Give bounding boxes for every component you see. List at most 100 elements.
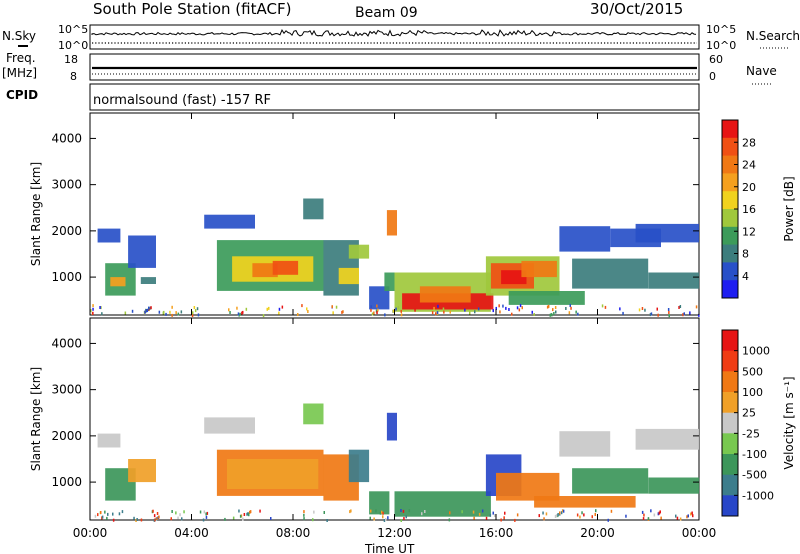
power-speckle xyxy=(384,313,386,317)
power-speckle xyxy=(191,314,194,317)
velocity-speckle xyxy=(405,515,407,519)
velocity-speckle xyxy=(303,513,305,517)
power-speckle xyxy=(177,312,180,316)
velocity-speckle xyxy=(181,517,183,521)
power-speckle xyxy=(307,310,309,313)
velocity-speckle xyxy=(555,514,558,518)
power-speckle xyxy=(377,308,379,312)
power-speckle xyxy=(124,311,127,315)
power-speckle xyxy=(163,310,165,314)
velocity-speckle xyxy=(543,517,545,521)
power-speckle xyxy=(570,306,572,310)
velocity-speckle xyxy=(583,513,585,517)
power-speckle xyxy=(165,312,167,316)
colorbar-swatch xyxy=(722,371,738,393)
power-speckle xyxy=(229,311,231,314)
power-panel: 1000 2000 3000 4000 Slant Range [km] 4 8 12 16 20… xyxy=(29,112,796,318)
power-speckle xyxy=(565,307,567,310)
colorbar-swatch xyxy=(722,474,738,496)
power-speckle xyxy=(644,308,646,312)
colorbar-tick-label: 12 xyxy=(742,225,756,238)
power-speckle xyxy=(242,310,244,314)
power-speckle xyxy=(682,313,684,317)
colorbar-tick-label: 20 xyxy=(742,181,756,194)
velocity-echo-region xyxy=(369,491,390,515)
velocity-speckle xyxy=(691,511,693,515)
velocity-speckle xyxy=(658,511,661,515)
colorbar-tick-label: 8 xyxy=(742,248,749,261)
velocity-speckle xyxy=(156,517,158,520)
power-speckle xyxy=(262,314,265,318)
colorbar-tick-label: -1000 xyxy=(742,489,774,502)
velocity-speckle xyxy=(676,516,679,520)
power-speckle xyxy=(241,311,243,315)
y-tick-label: 3000 xyxy=(51,178,82,192)
cpid-text: normalsound (fast) -157 RF xyxy=(93,93,271,108)
colorbar-tick-label: 16 xyxy=(742,203,756,216)
freq-unit-label: [MHz] xyxy=(2,66,37,80)
power-speckle xyxy=(433,306,435,310)
power-speckle xyxy=(278,311,280,315)
power-speckle xyxy=(499,310,501,314)
power-speckle xyxy=(99,306,101,309)
velocity-speckle xyxy=(136,518,138,521)
nave-axis-top: 60 xyxy=(709,53,723,66)
x-tick-label: 00:00 xyxy=(682,526,717,540)
velocity-speckle xyxy=(478,512,481,516)
colorbar-swatch xyxy=(722,244,738,263)
velocity-speckle xyxy=(692,514,694,518)
velocity-speckle xyxy=(100,511,102,514)
velocity-speckle xyxy=(94,514,97,518)
colorbar-frame xyxy=(721,329,739,517)
velocity-speckle xyxy=(242,517,244,521)
power-echo-region xyxy=(204,214,255,229)
y-tick-label: 2000 xyxy=(51,224,82,238)
velocity-speckle xyxy=(135,519,137,522)
power-speckle xyxy=(431,311,434,315)
power-speckle xyxy=(100,306,102,310)
freq-label: Freq. xyxy=(6,51,36,65)
velocity-speckle xyxy=(175,511,177,515)
power-speckle xyxy=(437,304,439,308)
colorbar-tick-label: 100 xyxy=(742,386,763,399)
sky-axis-top: 10^5 xyxy=(58,23,88,36)
x-tick-label: 12:00 xyxy=(377,526,412,540)
velocity-speckle xyxy=(402,509,405,513)
velocity-echo-region xyxy=(348,449,370,483)
power-speckle xyxy=(650,312,653,316)
velocity-speckle xyxy=(370,509,372,513)
date-label: 30/Oct/2015 xyxy=(590,0,683,18)
power-speckle xyxy=(679,305,682,308)
colorbar-tick-label: -500 xyxy=(742,469,767,482)
power-speckle xyxy=(171,313,173,317)
power-speckle xyxy=(342,310,344,314)
power-speckle xyxy=(145,308,147,312)
velocity-speckle xyxy=(538,514,540,518)
velocity-speckle xyxy=(560,511,563,515)
velocity-speckle xyxy=(625,514,627,518)
power-speckle xyxy=(196,307,199,311)
velocity-echo-region xyxy=(97,433,121,448)
velocity-speckle xyxy=(643,513,645,517)
power-speckle xyxy=(449,310,451,314)
velocity-speckle xyxy=(481,509,484,513)
velocity-speckle xyxy=(403,517,405,520)
colorbar-tick-label: 28 xyxy=(742,136,756,149)
power-speckle xyxy=(569,304,571,307)
velocity-speckle xyxy=(323,511,325,514)
power-speckle xyxy=(442,307,445,311)
power-echo-region xyxy=(140,277,156,284)
velocity-speckle xyxy=(249,510,251,514)
power-echo-region xyxy=(635,223,699,243)
velocity-speckle xyxy=(152,509,154,513)
power-speckle xyxy=(546,305,549,309)
power-speckle xyxy=(237,312,240,316)
velocity-echo-region xyxy=(648,477,700,494)
power-speckle xyxy=(604,305,607,309)
power-echo-region xyxy=(521,260,557,278)
velocity-echo-region xyxy=(559,431,611,457)
velocity-speckle xyxy=(659,510,661,514)
power-speckle xyxy=(341,310,343,314)
power-speckle xyxy=(656,307,658,311)
colorbar-swatch xyxy=(722,495,738,517)
